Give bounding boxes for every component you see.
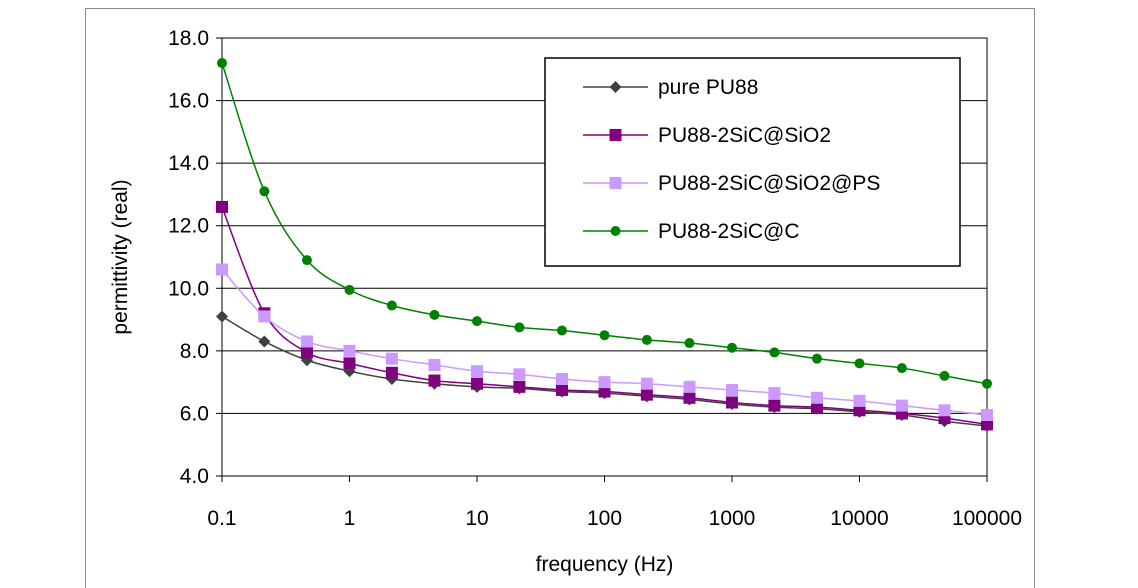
data-point (216, 200, 228, 213)
data-point (556, 325, 567, 336)
legend-label: pure PU88 (658, 76, 758, 99)
data-point (301, 255, 312, 266)
y-tick-labels: 4.0 6.0 8.0 10.0 12.0 14.0 16.0 18.0 (168, 27, 222, 488)
series-4 (217, 58, 992, 389)
series-3 (216, 263, 993, 421)
data-point (853, 404, 866, 417)
y-tick-label: 16.0 (168, 90, 209, 113)
data-point (216, 263, 228, 276)
data-point (472, 316, 482, 327)
x-tick-label: 1000 (709, 507, 756, 530)
data-point (810, 401, 823, 414)
data-point (259, 186, 270, 197)
data-point (258, 310, 271, 323)
data-point (217, 58, 227, 69)
data-point (513, 368, 526, 381)
data-point (471, 377, 483, 390)
legend-label: PU88-2SiC@SiO2 (658, 124, 831, 147)
data-point (769, 347, 780, 358)
data-point (683, 380, 696, 393)
data-point (853, 394, 866, 407)
y-tick-label: 14.0 (168, 152, 209, 175)
data-point (300, 346, 313, 359)
data-point (981, 408, 993, 421)
legend-label: PU88-2SiC@C (658, 220, 800, 243)
data-point (471, 365, 483, 378)
data-point (640, 388, 653, 401)
data-point (938, 404, 951, 417)
data-point (982, 378, 992, 389)
data-point (555, 373, 568, 386)
data-point (343, 344, 356, 357)
y-tick-label: 10.0 (168, 277, 209, 300)
y-tick-label: 12.0 (168, 215, 209, 238)
data-point (684, 338, 695, 349)
legend: pure PU88 PU88-2SiC@SiO2 PU88-2SiC@SiO2@PS… (544, 57, 961, 267)
data-point (258, 335, 271, 348)
data-point (513, 380, 526, 393)
y-tick-label: 6.0 (180, 402, 209, 425)
data-point (727, 342, 737, 353)
series-2 (216, 200, 993, 431)
legend-label: PU88-2SiC@SiO2@PS (658, 172, 880, 195)
data-point (385, 366, 398, 379)
data-point (810, 391, 823, 404)
legend-marker (609, 81, 622, 93)
data-point (768, 399, 781, 412)
x-tick-label: 10 (465, 507, 488, 530)
legend-item: PU88-2SiC@SiO2 (583, 124, 831, 147)
data-point (555, 383, 568, 396)
legend-marker (610, 226, 621, 236)
data-point (598, 376, 611, 389)
data-point (981, 418, 993, 431)
data-point (428, 374, 441, 387)
x-tick-label: 100000 (952, 507, 1022, 530)
data-point (768, 387, 781, 400)
y-axis-title: permittivity (real) (109, 179, 132, 334)
data-point (300, 335, 313, 348)
data-point (385, 352, 398, 365)
x-tick-label: 0.1 (207, 507, 236, 530)
data-point (939, 370, 950, 381)
data-point (896, 363, 907, 374)
x-tick-label: 10000 (830, 507, 888, 530)
y-tick-label: 18.0 (168, 27, 209, 50)
data-point (599, 330, 610, 341)
x-tick-labels: 0.1 1 10 100 1000 10000 100000 (207, 476, 1022, 530)
legend-marker (609, 129, 622, 141)
x-tick-label: 100 (587, 507, 622, 530)
y-tick-label: 8.0 (180, 340, 209, 363)
legend-item: PU88-2SiC@SiO2@PS (583, 172, 880, 195)
data-point (683, 391, 696, 404)
data-point (726, 396, 738, 409)
legend-item: pure PU88 (583, 76, 758, 99)
data-point (514, 322, 525, 333)
data-point (726, 383, 738, 396)
legend-marker (609, 177, 622, 189)
data-point (429, 309, 440, 320)
data-point (343, 357, 356, 370)
series-layer (216, 58, 993, 432)
data-point (386, 300, 397, 311)
data-point (344, 284, 355, 295)
data-point (216, 310, 228, 323)
y-tick-label: 4.0 (180, 465, 209, 488)
data-point (598, 385, 611, 398)
data-point (811, 353, 822, 364)
legend-item: PU88-2SiC@C (583, 220, 800, 243)
data-point (895, 399, 908, 412)
x-tick-label: 1 (344, 507, 356, 530)
data-point (640, 377, 653, 390)
x-axis-title: frequency (Hz) (536, 553, 674, 576)
data-point (641, 334, 652, 345)
data-point (854, 358, 865, 369)
data-point (428, 358, 441, 371)
